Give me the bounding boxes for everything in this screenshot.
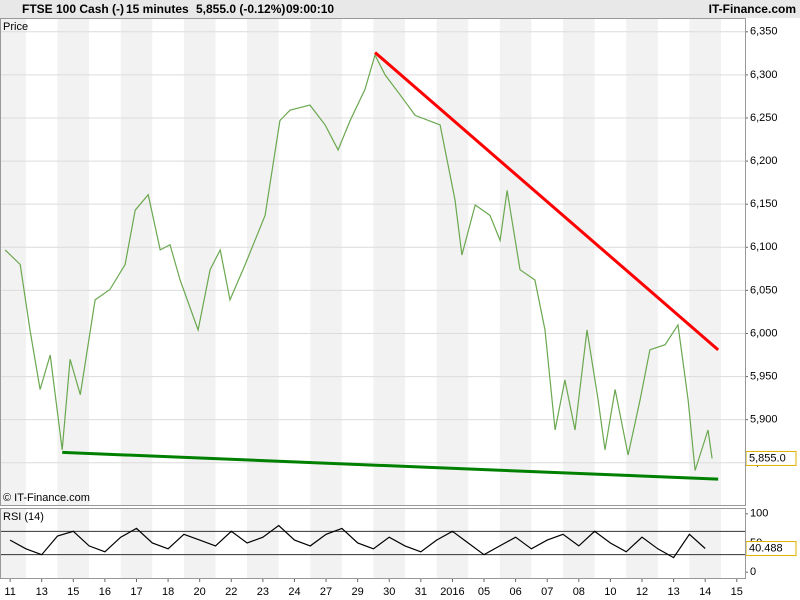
day-band <box>563 508 595 578</box>
instrument: FTSE 100 Cash (-) <box>22 2 124 16</box>
day-band <box>499 18 532 505</box>
day-band <box>247 18 279 505</box>
x-tick-label: 2016 <box>440 586 464 598</box>
last-value-label: 5,855.0 <box>749 452 786 464</box>
x-tick-label: 06 <box>509 586 521 598</box>
day-band <box>310 508 342 578</box>
quote: 5,855.0 (-0.12%) <box>196 2 285 16</box>
day-band <box>689 508 721 578</box>
x-tick-label: 14 <box>699 586 711 598</box>
x-tick-label: 10 <box>604 586 616 598</box>
header-bar <box>0 0 800 18</box>
x-tick-label: 05 <box>478 586 490 598</box>
y-tick-label: 6,050 <box>750 284 778 296</box>
copyright: © IT-Finance.com <box>3 492 90 504</box>
panel-label: RSI (14) <box>3 511 44 523</box>
series-line <box>4 53 713 471</box>
day-band <box>436 18 469 505</box>
x-tick-label: 15 <box>731 586 743 598</box>
y-tick-label: 6,150 <box>750 198 778 210</box>
x-tick-label: 12 <box>636 586 648 598</box>
day-band <box>183 18 216 505</box>
day-band <box>57 508 90 578</box>
y-tick-label: 6,100 <box>750 241 778 253</box>
day-band <box>120 508 153 578</box>
rsi-frame <box>0 508 746 579</box>
x-tick-label: 08 <box>573 586 585 598</box>
day-band <box>57 18 90 505</box>
day-band <box>310 18 342 505</box>
x-tick-label: 13 <box>36 586 48 598</box>
trendline <box>374 51 720 351</box>
x-tick-label: 07 <box>541 586 553 598</box>
day-band <box>689 18 721 505</box>
y-tick-label: 6,350 <box>750 26 778 38</box>
series-line <box>9 524 706 559</box>
day-band <box>373 18 406 505</box>
y-tick-label: 6,250 <box>750 112 778 124</box>
y-tick-label: 5,950 <box>750 370 778 382</box>
day-band <box>247 508 279 578</box>
y-tick-label: 100 <box>750 508 768 520</box>
y-tick-label: 5,900 <box>750 414 778 426</box>
trendline <box>62 450 719 481</box>
brand: IT-Finance.com <box>709 2 796 16</box>
interval: 15 minutes <box>126 2 189 16</box>
panel-label: Price <box>3 21 28 33</box>
x-tick-label: 30 <box>383 586 395 598</box>
x-tick-label: 20 <box>194 586 206 598</box>
backgrounds <box>0 18 745 578</box>
x-tick-label: 15 <box>67 586 79 598</box>
x-tick-label: 11 <box>4 586 15 598</box>
y-tick-label: 0 <box>750 566 756 578</box>
x-tick-label: 18 <box>162 586 174 598</box>
day-band <box>183 508 216 578</box>
day-band <box>0 18 26 505</box>
x-tick-label: 29 <box>352 586 364 598</box>
y-tick-label: 6,000 <box>750 327 778 339</box>
x-tick-label: 17 <box>130 586 142 598</box>
x-tick-label: 13 <box>667 586 679 598</box>
day-band <box>0 508 26 578</box>
x-tick-label: 31 <box>415 586 427 598</box>
day-band <box>626 18 658 505</box>
last-value-label: 40.488 <box>749 542 783 554</box>
x-tick-label: 22 <box>225 586 237 598</box>
price-frame <box>0 18 746 506</box>
x-tick-label: 24 <box>288 586 300 598</box>
y-tick-label: 6,300 <box>750 69 778 81</box>
y-tick-label: 6,200 <box>750 155 778 167</box>
day-band <box>626 508 658 578</box>
time: 09:00:10 <box>286 2 334 16</box>
x-tick-label: 23 <box>257 586 269 598</box>
x-tick-label: 16 <box>99 586 111 598</box>
x-tick-label: 27 <box>320 586 332 598</box>
day-band <box>563 18 595 505</box>
plot: 5,8505,9005,9506,0006,0506,1006,1506,200… <box>0 21 797 598</box>
day-band <box>436 508 469 578</box>
